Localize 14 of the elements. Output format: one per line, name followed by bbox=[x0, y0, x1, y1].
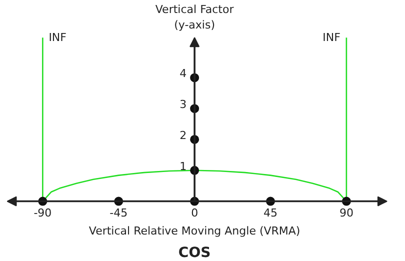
x-tick-label: -45 bbox=[110, 206, 128, 220]
text: COS bbox=[178, 245, 211, 261]
x-tick-label: 45 bbox=[264, 206, 278, 220]
y-axis-title: Vertical Factor (y-axis) bbox=[155, 2, 234, 32]
x-tick-label: 90 bbox=[339, 206, 354, 220]
annotation: INF bbox=[322, 31, 340, 44]
x-axis-title: Vertical Relative Moving Angle (VRMA) bbox=[88, 224, 300, 238]
annotation: INF bbox=[48, 31, 66, 44]
y-tick-label: 4 bbox=[180, 67, 187, 80]
y-tick-label: 3 bbox=[180, 98, 187, 112]
x-tick-label: -90 bbox=[34, 206, 52, 220]
x-tick-label: 0 bbox=[191, 206, 198, 220]
y-tick-label: 2 bbox=[180, 128, 187, 142]
y-tick-label: 1 bbox=[180, 160, 187, 173]
